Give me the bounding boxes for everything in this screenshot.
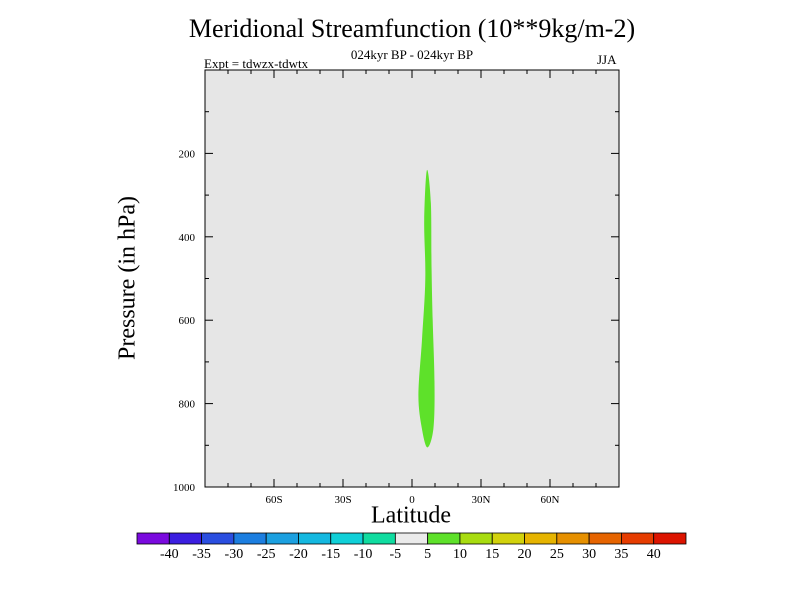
y-tick-label-2: 600 xyxy=(179,315,196,327)
y-tick-label-4: 1000 xyxy=(173,482,196,494)
colorbar-label-6: -10 xyxy=(354,547,373,562)
colorbar-label-1: -35 xyxy=(192,547,211,562)
y-tick-label-0: 200 xyxy=(179,148,196,160)
colorbar-box-5 xyxy=(298,532,332,545)
season-label: JJA xyxy=(597,52,617,67)
colorbar-box-10 xyxy=(459,532,493,545)
colorbar-box-2 xyxy=(201,532,235,545)
colorbar-label-8: 5 xyxy=(424,547,431,562)
colorbar-box-13 xyxy=(556,532,590,545)
colorbar-label-15: 40 xyxy=(647,547,661,562)
colorbar-label-14: 35 xyxy=(614,547,628,562)
chart-title: Meridional Streamfunction (10**9kg/m-2) xyxy=(188,14,636,43)
x-tick-label-4: 60N xyxy=(541,494,560,506)
colorbar-box-12 xyxy=(524,532,558,545)
x-tick-label-2: 0 xyxy=(409,494,415,506)
colorbar-label-12: 25 xyxy=(550,547,564,562)
colorbar-label-7: -5 xyxy=(390,547,402,562)
colorbar-label-9: 10 xyxy=(453,547,467,562)
colorbar-box-14 xyxy=(588,532,622,545)
colorbar-label-13: 30 xyxy=(582,547,596,562)
colorbar-label-2: -30 xyxy=(225,547,244,562)
chart-subtitle: 024kyr BP - 024kyr BP xyxy=(350,47,474,62)
experiment-label: Expt = tdwzx-tdwtx xyxy=(204,56,309,71)
contour-region-0 xyxy=(418,169,435,448)
colorbar-box-15 xyxy=(621,532,655,545)
x-tick-label-0: 60S xyxy=(265,494,282,506)
colorbar-label-5: -15 xyxy=(321,547,340,562)
colorbar-box-11 xyxy=(491,532,525,545)
colorbar-box-6 xyxy=(330,532,364,545)
colorbar-label-11: 20 xyxy=(518,547,532,562)
colorbar-box-3 xyxy=(233,532,267,545)
colorbar-label-10: 15 xyxy=(485,547,499,562)
colorbar-box-16 xyxy=(653,532,687,545)
plot-background xyxy=(205,70,619,487)
colorbar-box-1 xyxy=(168,532,202,545)
x-tick-label-3: 30N xyxy=(472,494,491,506)
colorbar-box-0 xyxy=(136,532,170,545)
colorbar-label-0: -40 xyxy=(160,547,179,562)
colorbar-label-4: -20 xyxy=(289,547,308,562)
colorbar-box-8 xyxy=(394,532,429,545)
x-tick-label-1: 30S xyxy=(334,494,351,506)
colorbar-box-7 xyxy=(362,532,396,545)
y-tick-label-3: 800 xyxy=(179,399,196,411)
colorbar-box-9 xyxy=(427,532,461,545)
y-tick-label-1: 400 xyxy=(179,232,196,244)
x-axis-label: Latitude xyxy=(371,502,451,529)
colorbar-label-3: -25 xyxy=(257,547,276,562)
colorbar-box-4 xyxy=(265,532,299,545)
